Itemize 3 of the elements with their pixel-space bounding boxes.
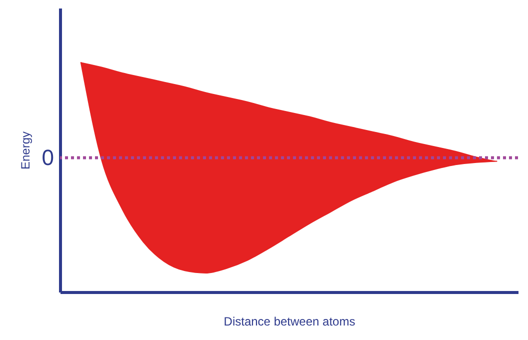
ref-line-label: 0 — [42, 144, 54, 170]
x-axis-title: Distance between atoms — [224, 314, 356, 328]
y-axis-title: Energy — [18, 131, 32, 170]
